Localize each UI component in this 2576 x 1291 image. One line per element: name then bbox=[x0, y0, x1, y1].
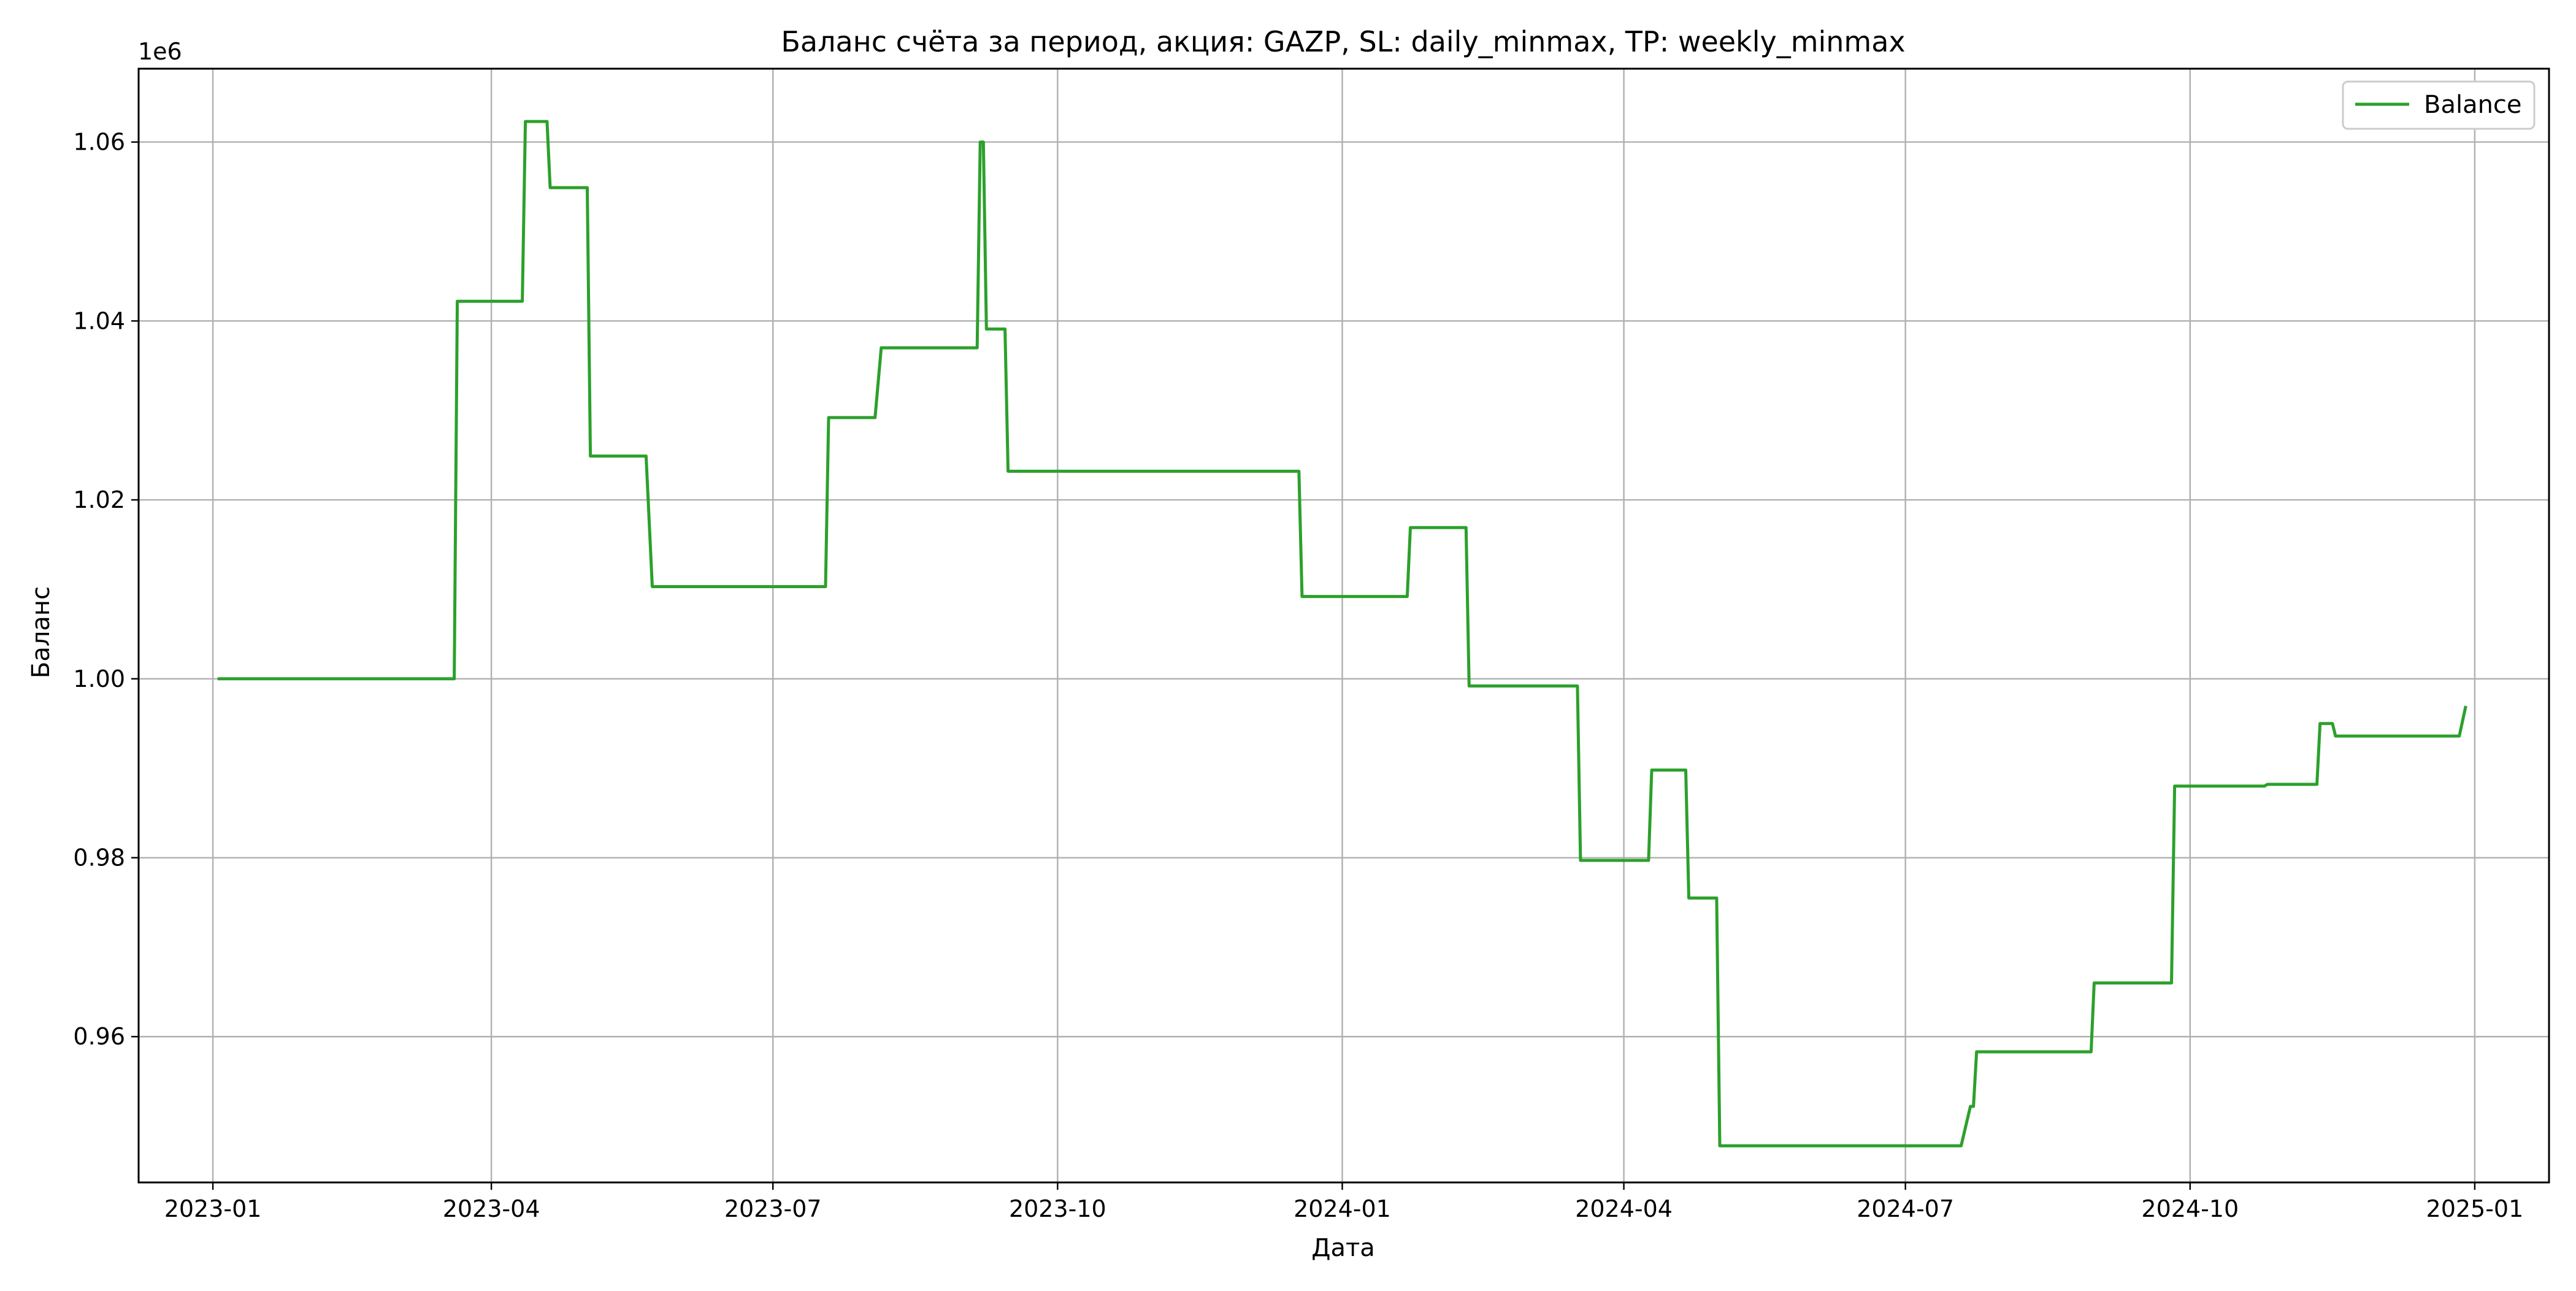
x-tick-label: 2024-07 bbox=[1857, 1195, 1954, 1222]
legend: Balance bbox=[2342, 80, 2536, 130]
y-axis-label: Баланс bbox=[27, 586, 55, 678]
y-tick-label: 1.02 bbox=[73, 486, 125, 513]
x-tick-label: 2023-10 bbox=[1009, 1195, 1106, 1222]
plot-frame bbox=[137, 67, 2550, 1184]
x-tick-label: 2024-01 bbox=[1294, 1195, 1391, 1222]
y-tick-label: 0.98 bbox=[73, 845, 125, 872]
y-axis-ticks: 0.96 0.98 1.00 1.02 1.04 1.06 bbox=[73, 129, 139, 1050]
series-line-balance bbox=[217, 120, 2467, 1147]
y-tick-label: 1.04 bbox=[73, 307, 125, 334]
y-tick-label: 1.06 bbox=[73, 129, 125, 156]
y-tick-label: 1.00 bbox=[73, 665, 125, 692]
x-tick-label: 2024-10 bbox=[2141, 1195, 2239, 1222]
chart-title: Баланс счёта за период, акция: GAZP, SL:… bbox=[781, 25, 1905, 58]
x-tick-label: 2025-01 bbox=[2426, 1195, 2524, 1222]
y-tick-label: 0.96 bbox=[73, 1023, 125, 1050]
grid bbox=[139, 69, 2549, 1182]
x-tick-label: 2024-04 bbox=[1575, 1195, 1673, 1222]
x-tick-label: 2023-04 bbox=[443, 1195, 540, 1222]
x-tick-label: 2023-07 bbox=[724, 1195, 822, 1222]
legend-box bbox=[2342, 80, 2536, 130]
y-offset-label: 1e6 bbox=[138, 38, 182, 65]
x-tick-label: 2023-01 bbox=[164, 1195, 262, 1222]
x-axis-label: Дата bbox=[1311, 1234, 1375, 1262]
x-axis-ticks: 2023-01 2023-04 2023-07 2023-10 2024-01 2024-… bbox=[164, 1182, 2524, 1222]
legend-label-balance: Balance bbox=[2424, 91, 2522, 119]
series-layer bbox=[217, 120, 2467, 1147]
